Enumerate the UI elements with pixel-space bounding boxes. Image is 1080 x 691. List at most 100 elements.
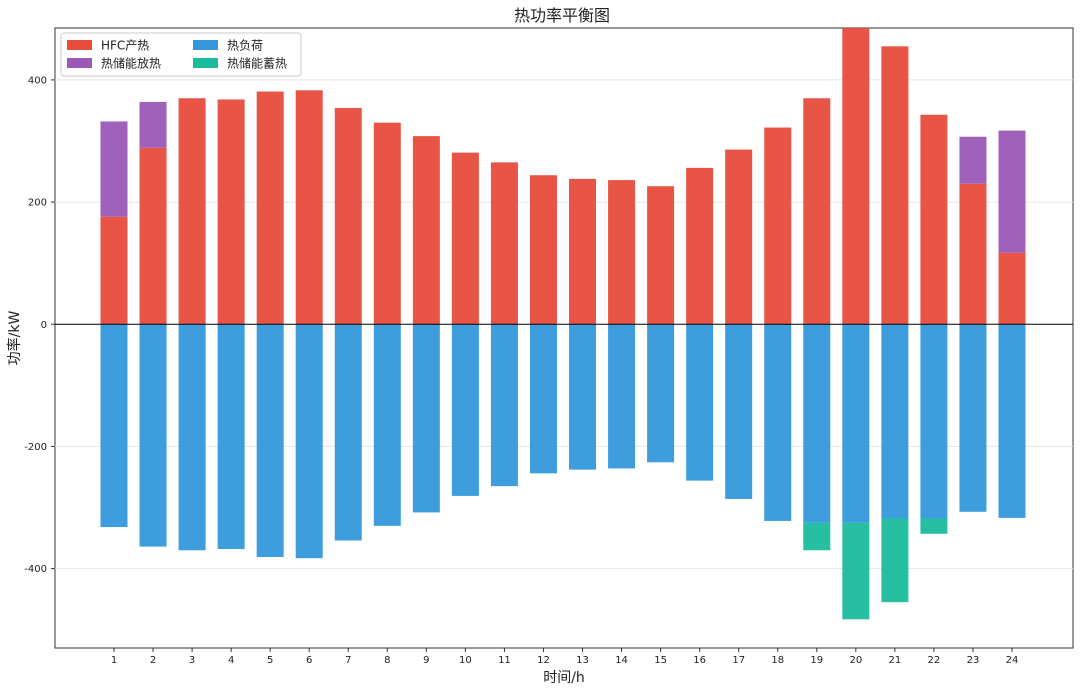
bar-1-21: [881, 46, 909, 325]
bar-3-6: [295, 324, 323, 559]
bar-3-17: [725, 324, 753, 499]
bar-3-12: [529, 324, 557, 474]
legend-label: 热储能放热: [101, 56, 161, 71]
bar-4-19: [803, 522, 831, 551]
bar-2-2: [139, 101, 167, 148]
x-tick-label: 22: [928, 655, 941, 666]
bar-3-19: [803, 324, 831, 523]
legend-swatch: [67, 40, 92, 50]
x-tick-label: 9: [423, 655, 429, 666]
bar-3-2: [139, 324, 167, 547]
bar-1-5: [256, 91, 284, 325]
bar-3-23: [959, 324, 987, 512]
bar-2-1: [100, 121, 128, 217]
bar-1-23: [959, 183, 987, 325]
bar-3-21: [881, 324, 909, 519]
x-tick-label: 16: [693, 655, 706, 666]
bar-4-20: [842, 522, 870, 620]
x-tick-label: 5: [267, 655, 273, 666]
bar-1-1: [100, 216, 128, 325]
x-tick-label: 18: [771, 655, 784, 666]
bar-3-18: [764, 324, 792, 521]
legend-label: HFC产热: [101, 39, 149, 53]
bar-3-8: [373, 324, 401, 526]
bar-3-22: [920, 324, 948, 519]
bar-3-20: [842, 324, 870, 523]
x-tick-label: 15: [654, 655, 667, 666]
bar-1-8: [373, 122, 401, 325]
bar-1-14: [608, 180, 636, 325]
y-tick-label: 0: [41, 320, 47, 331]
bar-1-9: [412, 136, 440, 325]
y-tick-label: 400: [28, 75, 47, 86]
bar-1-7: [334, 108, 362, 325]
legend-label: 热储能蓄热: [227, 56, 287, 71]
bar-1-3: [178, 98, 206, 325]
bar-1-2: [139, 147, 167, 325]
x-tick-label: 8: [384, 655, 390, 666]
x-tick-label: 24: [1006, 655, 1019, 666]
legend-swatch: [193, 58, 218, 68]
x-tick-label: 14: [615, 655, 628, 666]
y-axis-label: 功率/kW: [6, 311, 23, 366]
bar-3-1: [100, 324, 128, 528]
bar-2-23: [959, 136, 987, 184]
x-tick-label: 13: [576, 655, 589, 666]
x-tick-label: 19: [810, 655, 823, 666]
bar-1-19: [803, 98, 831, 325]
legend-label: 热负荷: [227, 39, 263, 53]
bar-1-10: [451, 152, 479, 325]
bar-3-13: [569, 324, 597, 470]
x-tick-label: 11: [498, 655, 511, 666]
bar-3-9: [412, 324, 440, 513]
bars: [100, 28, 1026, 620]
x-tick-label: 2: [150, 655, 156, 666]
bar-3-11: [490, 324, 518, 487]
x-tick-label: 20: [849, 655, 862, 666]
bar-3-15: [647, 324, 675, 463]
bar-3-7: [334, 324, 362, 541]
bar-1-22: [920, 114, 948, 325]
x-tick-label: 12: [537, 655, 550, 666]
bar-1-4: [217, 99, 245, 325]
x-tick-label: 23: [967, 655, 980, 666]
y-tick-label: -200: [24, 442, 47, 453]
bar-4-21: [881, 518, 909, 603]
bar-3-24: [998, 324, 1026, 518]
y-ticks: -400 -200 0 200 400: [24, 75, 55, 575]
legend-swatch: [67, 58, 92, 68]
bar-1-13: [569, 178, 597, 325]
x-tick-label: 3: [189, 655, 195, 666]
x-tick-label: 4: [228, 655, 234, 666]
bar-1-20: [842, 28, 870, 325]
legend-box: [60, 32, 302, 77]
bar-2-24: [998, 130, 1026, 253]
x-tick-label: 1: [111, 655, 117, 666]
bar-1-12: [529, 175, 557, 325]
bar-3-16: [686, 324, 714, 481]
bar-3-10: [451, 324, 479, 496]
x-tick-label: 17: [732, 655, 745, 666]
x-tick-label: 6: [306, 655, 312, 666]
bar-1-17: [725, 149, 753, 325]
bar-1-24: [998, 252, 1026, 325]
x-axis-label: 时间/h: [543, 670, 585, 686]
bar-1-16: [686, 167, 714, 325]
bar-1-15: [647, 186, 675, 325]
y-tick-label: -400: [24, 564, 47, 575]
bar-4-22: [920, 518, 948, 534]
bar-1-18: [764, 127, 792, 325]
bar-3-3: [178, 324, 206, 551]
bar-3-14: [608, 324, 636, 469]
bar-3-5: [256, 324, 284, 557]
legend-swatch: [193, 40, 218, 50]
bar-1-6: [295, 90, 323, 325]
x-tick-label: 21: [889, 655, 902, 666]
x-tick-label: 10: [459, 655, 472, 666]
plot-area: [54, 27, 1074, 649]
x-tick-label: 7: [345, 655, 351, 666]
bar-3-4: [217, 324, 245, 550]
chart-title: 热功率平衡图: [514, 6, 610, 25]
